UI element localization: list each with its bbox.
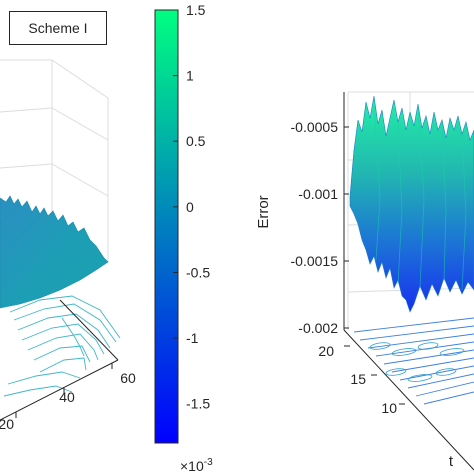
left-x-tick-40: 40 [59,389,75,405]
right-surface [349,95,474,313]
colorbar-tick-label: -1 [186,330,199,346]
right-contour [353,317,474,405]
colorbar-gradient [154,9,179,444]
colorbar-exponent: ×10-3 [180,457,213,474]
right-y-axis-label: t [449,453,454,470]
right-panel: -0.0005 -0.001 -0.0015 -0.002 Error 20 15 1… [255,91,474,471]
colorbar-tick-label: 0.5 [186,133,206,149]
right-contour-ovals [369,342,465,382]
right-y-tick-10: 10 [381,400,397,416]
right-z-tick-label: -0.0015 [291,253,339,269]
legend-box: Scheme I [9,11,107,45]
right-y-tick-marks [344,345,405,405]
right-surface-ridges [373,99,467,291]
colorbar-tick-label: -1.5 [186,396,210,412]
right-z-axis-label: Error [255,195,272,228]
right-axes [343,92,474,471]
colorbar: ×10-3 [154,9,213,474]
left-x-tick-60: 60 [120,370,136,386]
colorbar-tick-label: -0.5 [186,264,210,280]
left-contour [3,295,121,397]
colorbar-tick-label: 1.5 [186,2,206,18]
legend-label: Scheme I [28,20,88,36]
left-x-ticks [15,363,113,418]
right-z-ticks: -0.0005 -0.001 -0.0015 -0.002 [291,119,349,336]
colorbar-tick-label: 1 [186,68,194,84]
colorbar-ticks [173,9,178,405]
colorbar-tick-label: 0 [186,199,194,215]
right-z-tick-label: -0.0005 [291,119,339,135]
left-x-tick-20: 20 [0,416,14,432]
right-z-tick-label: -0.001 [298,186,338,202]
right-y-tick-15: 15 [350,371,366,387]
right-y-tick-20: 20 [318,343,334,359]
left-surface [0,195,109,309]
left-panel: 20 40 60 [0,59,136,432]
left-axes [0,299,119,421]
right-z-tick-label: -0.002 [298,320,338,336]
